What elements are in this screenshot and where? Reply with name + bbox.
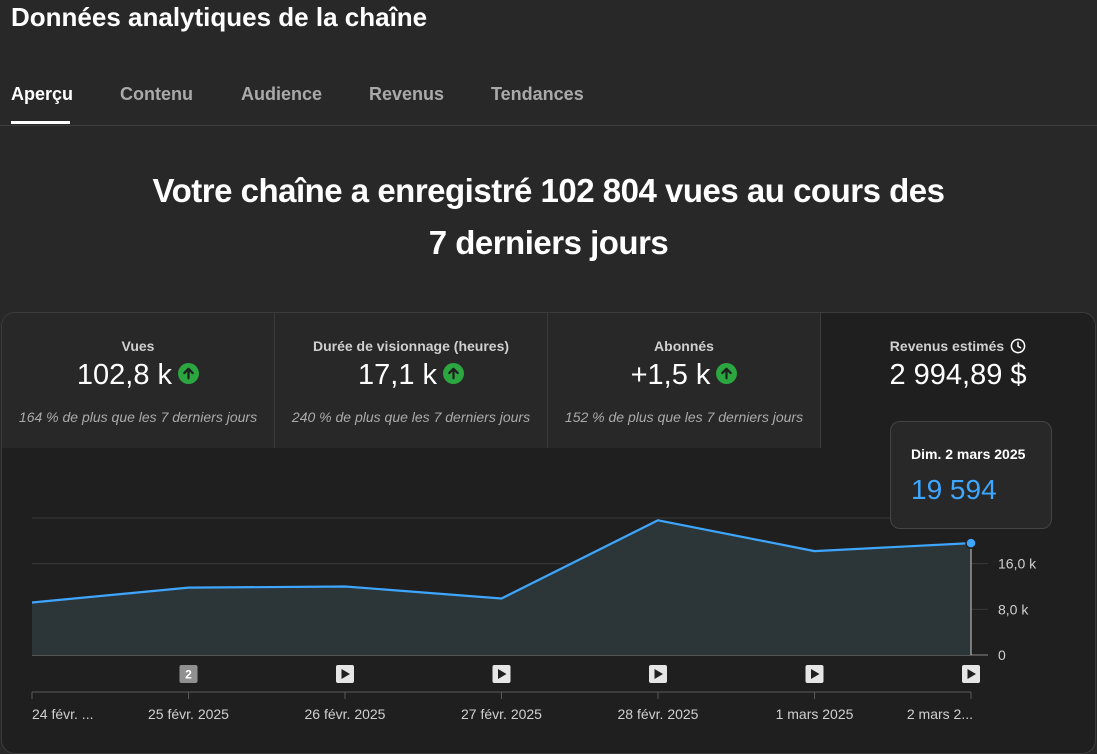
tab-audience[interactable]: Audience [241,84,322,105]
tooltip-date: Dim. 2 mars 2025 [911,446,1025,462]
metric-value: 2 994,89 $ [821,359,1095,392]
tab-revenue[interactable]: Revenus [369,84,444,105]
tab-trends[interactable]: Tendances [491,84,584,105]
active-tab-indicator [11,121,70,124]
analytics-card: Vues 102,8 k 164 % de plus que les 7 der… [1,312,1096,754]
summary-headline-line2: 7 derniers jours [0,217,1097,269]
arrow-up-icon [443,363,464,384]
metric-value: 17,1 k [358,359,437,391]
metric-views[interactable]: Vues 102,8 k 164 % de plus que les 7 der… [2,313,275,448]
metric-value: +1,5 k [631,359,711,391]
metric-label: Abonnés [548,338,820,354]
tab-content[interactable]: Contenu [120,84,193,105]
summary-headline: Votre chaîne a enregistré 102 804 vues a… [0,165,1097,269]
tooltip-value: 19 594 [911,474,997,506]
metric-label: Revenus estimés [890,338,1004,354]
metric-value: 102,8 k [77,359,172,391]
chart-tooltip: Dim. 2 mars 2025 19 594 [890,421,1052,529]
tab-bar: Aperçu Contenu Audience Revenus Tendance… [0,80,1097,126]
metric-label-wrap: Revenus estimés [821,338,1095,355]
arrow-up-icon [716,363,737,384]
metric-label: Vues [2,338,274,354]
metric-watch-time[interactable]: Durée de visionnage (heures) 17,1 k 240 … [275,313,548,448]
tab-overview[interactable]: Aperçu [11,84,73,105]
metric-subscribers[interactable]: Abonnés +1,5 k 152 % de plus que les 7 d… [548,313,821,448]
arrow-up-icon [178,363,199,384]
page-title: Données analytiques de la chaîne [11,2,427,33]
metric-comparison: 164 % de plus que les 7 derniers jours [2,409,274,425]
metric-comparison: 152 % de plus que les 7 derniers jours [548,409,820,425]
metric-value-wrap: +1,5 k [548,359,820,392]
metric-value-wrap: 102,8 k [2,359,274,392]
clock-icon[interactable] [1010,338,1026,354]
summary-headline-line1: Votre chaîne a enregistré 102 804 vues a… [0,165,1097,217]
metric-value-wrap: 17,1 k [275,359,547,392]
metric-comparison: 240 % de plus que les 7 derniers jours [275,409,547,425]
metric-label: Durée de visionnage (heures) [275,338,547,354]
